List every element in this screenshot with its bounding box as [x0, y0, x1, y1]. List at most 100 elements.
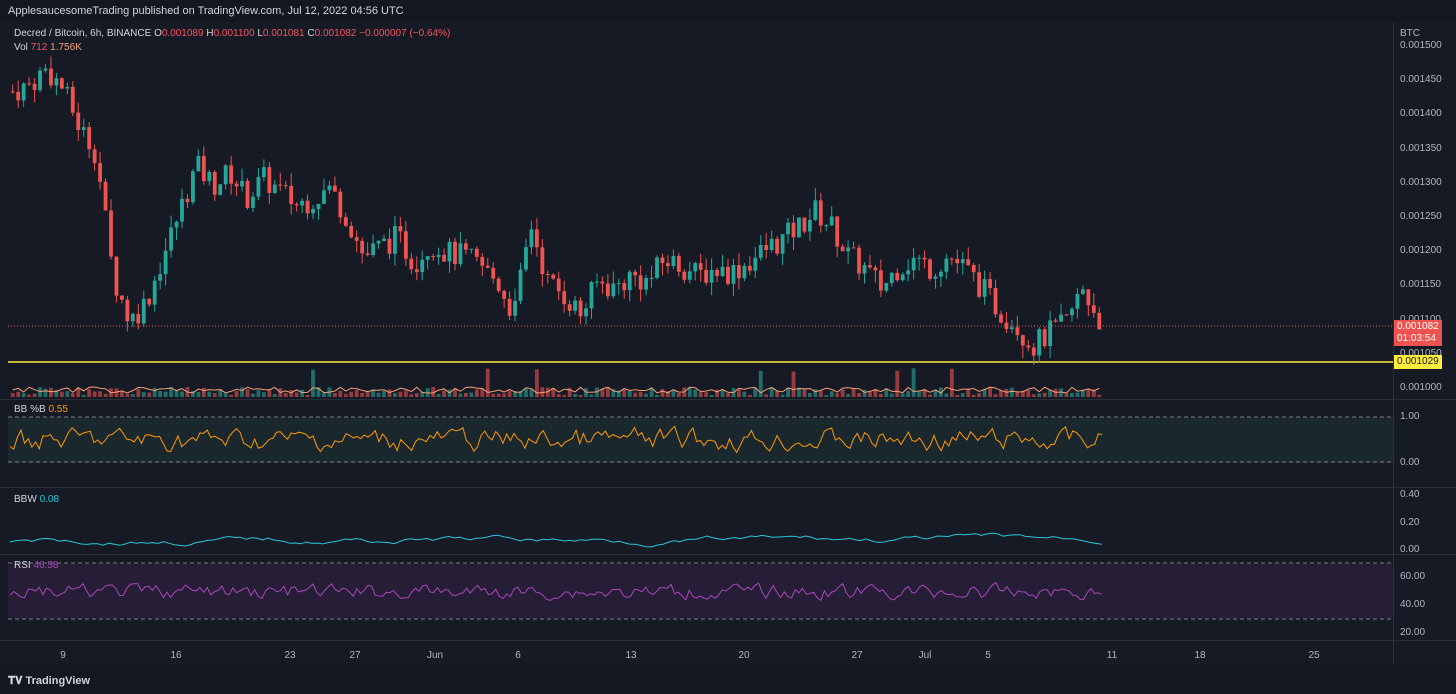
volume-bar: [649, 387, 654, 397]
volume-bar: [857, 392, 861, 397]
volume-bar: [120, 391, 124, 397]
rsi-value: 46.58: [33, 560, 59, 571]
volume-bar: [1048, 389, 1053, 397]
volume-bar: [343, 393, 348, 397]
candle-body: [371, 243, 376, 255]
candle-body: [851, 247, 856, 249]
volume-bar: [709, 394, 714, 397]
tradingview-logo[interactable]: 𝐓𝐕 TradingView: [8, 675, 90, 688]
volume-bar: [1091, 389, 1096, 397]
candle-body: [529, 229, 534, 248]
candle-body: [698, 263, 703, 270]
volume-bar: [911, 368, 916, 397]
volume-bar: [251, 393, 255, 397]
time-tick: 13: [625, 650, 637, 661]
volume-bar: [256, 390, 261, 397]
pane-separator-2[interactable]: [0, 487, 1456, 488]
candle-body: [584, 308, 588, 317]
candle-body: [955, 258, 960, 264]
candle-body: [807, 219, 812, 232]
candle-body: [758, 245, 763, 258]
chart-area[interactable]: [0, 22, 1456, 664]
volume-bar: [605, 387, 610, 397]
volume-bar: [611, 388, 616, 397]
candle-body: [726, 266, 730, 284]
candle-body: [906, 270, 911, 275]
symbol-legend[interactable]: Decred / Bitcoin, 6h, BINANCE O0.001089 …: [14, 28, 450, 39]
price-tick: 0.001050: [1400, 347, 1442, 359]
bbp-label: BB %B: [14, 404, 46, 415]
volume-bar: [360, 392, 365, 397]
rsi-label: RSI: [14, 560, 31, 571]
candle-body: [917, 257, 922, 259]
candle-body: [38, 70, 42, 91]
candle-body: [502, 290, 507, 299]
volume-bar: [152, 387, 157, 397]
candle-body: [829, 216, 834, 226]
volume-bar: [764, 394, 769, 397]
volume-bar: [431, 387, 436, 397]
candle-body: [846, 247, 851, 252]
pane-separator-1[interactable]: [0, 399, 1456, 400]
bbp-legend[interactable]: BB %B 0.55: [14, 404, 68, 415]
volume-bar: [840, 389, 845, 397]
candles-group: [10, 56, 1102, 365]
volume-bar: [851, 388, 856, 397]
rsi-legend[interactable]: RSI 46.58: [14, 560, 58, 571]
candle-body: [884, 282, 889, 291]
bbw-legend[interactable]: BBW 0.08: [14, 494, 59, 505]
volume-bar: [136, 389, 141, 397]
candle-body: [524, 247, 528, 270]
price-tick: 0.001100: [1400, 314, 1441, 325]
candle-body: [562, 291, 567, 305]
volume-bar: [622, 389, 627, 397]
volume-bar: [485, 368, 490, 397]
price-tick: 0.001350: [1400, 142, 1442, 154]
candle-body: [212, 171, 217, 195]
volume-bar: [873, 388, 878, 397]
pane-separator-3[interactable]: [0, 554, 1456, 555]
volume-bar: [676, 392, 681, 397]
volume-bar: [1064, 393, 1069, 397]
candle-body: [638, 275, 643, 290]
volume-bar: [736, 388, 741, 397]
volume-legend[interactable]: Vol 712 1.756K: [14, 42, 82, 53]
volume-avg-value: 1.756K: [50, 42, 82, 53]
candle-body: [971, 265, 976, 273]
candle-body: [1004, 322, 1009, 330]
volume-bar: [1037, 393, 1042, 397]
candle-body: [595, 281, 599, 283]
candle-body: [780, 234, 785, 254]
volume-bar: [813, 389, 818, 397]
volume-bar: [824, 394, 829, 397]
rsi-tick-3: 20.00: [1400, 627, 1426, 638]
candle-body: [196, 156, 201, 172]
volume-bar: [70, 393, 75, 397]
volume-bar: [540, 387, 545, 397]
candle-body: [1086, 289, 1091, 306]
candle-body: [824, 225, 829, 227]
volume-bar: [616, 390, 621, 397]
volume-bar: [786, 387, 790, 397]
support-price-value: 0.001029: [1397, 356, 1439, 367]
volume-bar: [687, 387, 692, 397]
candle-body: [900, 274, 905, 281]
candle-body: [278, 184, 283, 186]
candle-body: [507, 298, 512, 316]
volume-bar: [32, 393, 37, 397]
candle-body: [125, 299, 130, 322]
volume-bar: [835, 393, 840, 397]
volume-bar: [769, 387, 774, 397]
volume-bar: [1020, 390, 1025, 397]
candle-body: [1009, 327, 1014, 330]
candle-body: [251, 196, 255, 208]
volume-bar: [1080, 389, 1085, 397]
volume-bar: [1097, 394, 1102, 397]
currency-label: BTC: [1400, 28, 1420, 39]
volume-bar: [125, 393, 130, 397]
volume-bars-group: [10, 368, 1102, 397]
volume-label: Vol: [14, 42, 28, 53]
volume-bar: [420, 391, 425, 397]
volume-bar: [1053, 388, 1058, 397]
